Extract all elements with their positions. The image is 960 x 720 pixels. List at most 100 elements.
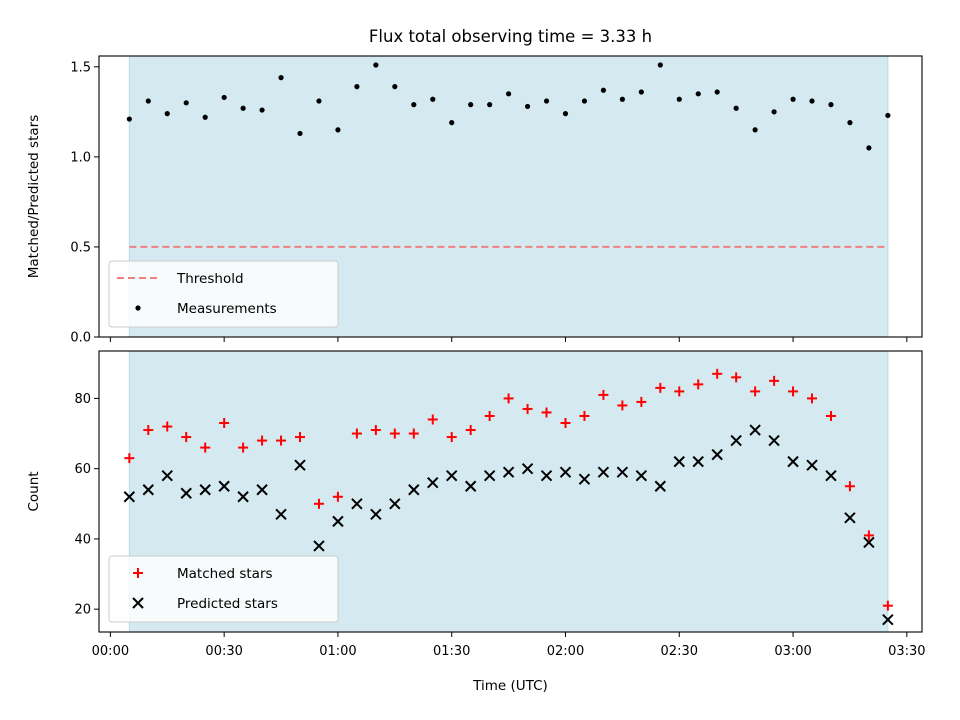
- axes-frame: [98, 55, 923, 338]
- data-point-d2: [711, 448, 723, 461]
- x-tick-label: 00:00: [92, 644, 129, 659]
- data-point: [389, 498, 401, 510]
- data-point: [449, 120, 455, 126]
- data-point: [124, 453, 135, 464]
- x-axis-label: Time (UTC): [472, 678, 548, 694]
- data-point: [768, 434, 780, 447]
- legend-dot-swatch: [135, 305, 141, 311]
- legend-label: Threshold: [176, 271, 244, 287]
- data-point: [295, 432, 306, 443]
- data-point: [673, 455, 685, 468]
- data-point: [502, 466, 515, 478]
- data-point: [276, 435, 287, 446]
- data-point-d2: [578, 473, 591, 485]
- data-point: [787, 455, 799, 468]
- data-point: [200, 442, 211, 453]
- data-point: [389, 428, 400, 439]
- data-point: [294, 459, 306, 471]
- legend-box: [108, 260, 339, 328]
- data-point: [790, 96, 796, 102]
- data-point: [332, 491, 343, 502]
- data-point: [578, 473, 591, 485]
- data-point: [750, 386, 761, 397]
- data-point: [259, 107, 265, 113]
- data-point: [219, 418, 230, 429]
- legend-x-d2: [132, 597, 144, 609]
- data-point-d2: [825, 469, 837, 482]
- data-point: [430, 96, 436, 102]
- data-point: [524, 103, 531, 110]
- data-point: [711, 448, 723, 461]
- data-point-d2: [502, 466, 515, 478]
- y-tick-label: 0.0: [70, 331, 91, 346]
- data-point: [771, 109, 777, 115]
- bottom-panel-counts: 20 40 60 80 00:00 00:30 01:00 01:30 02:00 02:30 03…: [26, 350, 926, 659]
- data-point: [635, 469, 648, 482]
- data-point: [427, 477, 439, 489]
- data-point: [598, 389, 609, 400]
- data-point: [335, 127, 341, 133]
- y-axis-label: Matched/Predicted stars: [26, 115, 42, 278]
- data-point-d2: [180, 487, 192, 499]
- data-point: [181, 432, 192, 443]
- y-tick-label: 60: [74, 462, 91, 477]
- data-point-d2: [559, 466, 572, 478]
- y-tick-label: 80: [74, 392, 91, 407]
- data-point: [446, 432, 457, 443]
- data-point-d2: [749, 424, 761, 436]
- y-tick-label: 40: [74, 532, 91, 547]
- data-point: [847, 120, 853, 126]
- data-point-d2: [313, 540, 325, 552]
- series-measurements: [126, 62, 891, 151]
- data-point-d2: [483, 469, 496, 482]
- series-predicted-stars: [123, 424, 894, 626]
- data-point-d2: [408, 484, 420, 496]
- data-point: [733, 105, 739, 111]
- data-point: [712, 368, 723, 379]
- data-point: [617, 400, 628, 411]
- data-point: [866, 145, 872, 151]
- data-point: [484, 410, 495, 421]
- data-point-d2: [142, 484, 155, 496]
- data-point-d2: [389, 498, 401, 510]
- data-point: [506, 91, 512, 97]
- data-point-d2: [123, 491, 136, 503]
- data-point-d2: [882, 613, 894, 626]
- data-point: [278, 75, 284, 81]
- data-point: [597, 466, 610, 478]
- data-point-d2: [730, 434, 742, 447]
- data-point: [446, 469, 458, 482]
- data-point: [503, 393, 514, 404]
- data-point: [769, 375, 780, 386]
- data-point-d2: [844, 512, 856, 524]
- data-point: [825, 469, 837, 482]
- data-point-d2: [199, 484, 211, 496]
- data-point: [695, 91, 701, 97]
- data-point: [825, 410, 836, 421]
- data-point: [749, 424, 761, 436]
- data-point-d2: [237, 491, 249, 503]
- data-point: [674, 386, 685, 397]
- data-point: [692, 455, 704, 468]
- data-point-d2: [654, 480, 667, 492]
- data-point: [256, 484, 268, 496]
- data-point-d2: [161, 469, 173, 482]
- data-point: [863, 530, 874, 541]
- data-point-d2: [540, 469, 553, 482]
- data-point: [885, 112, 891, 119]
- x-tick-label: 01:30: [433, 644, 470, 659]
- legend-box: [108, 555, 339, 623]
- data-point: [487, 102, 493, 108]
- data-point: [145, 98, 151, 104]
- data-point: [579, 410, 590, 421]
- data-point: [828, 102, 834, 108]
- data-point-d2: [294, 459, 306, 471]
- legend: Matched stars Predicted stars: [108, 555, 339, 623]
- axes-frame: [98, 350, 923, 633]
- data-point: [408, 484, 420, 496]
- data-point: [408, 428, 419, 439]
- data-point: [654, 480, 667, 492]
- data-point-d2: [332, 515, 344, 528]
- data-point: [844, 512, 856, 524]
- data-point-d2: [256, 484, 268, 496]
